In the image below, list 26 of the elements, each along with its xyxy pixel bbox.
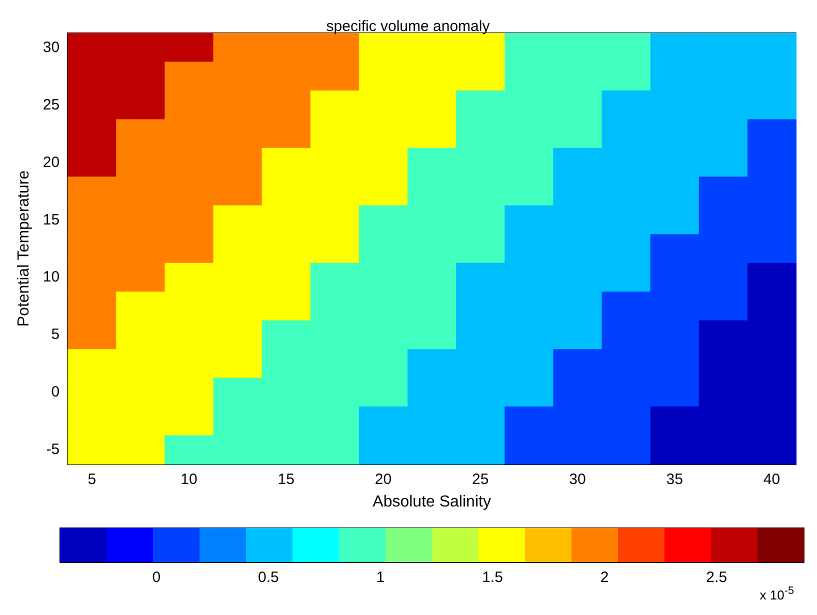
color-bar-label: 2 [600, 569, 609, 586]
x-tick-label: 5 [88, 471, 96, 488]
x-axis-title: Absolute Salinity [372, 494, 491, 510]
x-tick-label: 20 [374, 471, 392, 488]
y-tick-label: -5 [46, 441, 60, 458]
x-tick-label: 30 [569, 471, 586, 488]
color-bar-label: 1.5 [482, 569, 503, 586]
color-bar-label: 0 [152, 569, 161, 586]
color-bar-label: 0.5 [258, 569, 279, 586]
y-tick-label: 20 [42, 154, 60, 171]
y-tick-label: 15 [42, 211, 60, 228]
chart-title: specific volume anomaly [326, 18, 490, 35]
x-tick-label: 35 [666, 471, 683, 488]
x-tick-label: 10 [180, 471, 198, 488]
y-tick-label: 0 [51, 384, 60, 401]
x-tick-label: 25 [472, 471, 489, 488]
color-bar-label: 1 [376, 569, 385, 586]
color-bar-label: 2.5 [706, 569, 728, 586]
y-tick-label: 5 [51, 326, 60, 344]
y-axis-title: Potential Temperature [16, 170, 32, 327]
x-tick-label: 15 [278, 471, 294, 488]
y-tick-label: 25 [42, 96, 60, 114]
y-tick-label: 30 [42, 38, 60, 56]
y-tick-label: 10 [42, 268, 60, 286]
x-tick-label: 40 [763, 471, 780, 488]
text: x 10$^{-5}$ [760, 584, 794, 604]
